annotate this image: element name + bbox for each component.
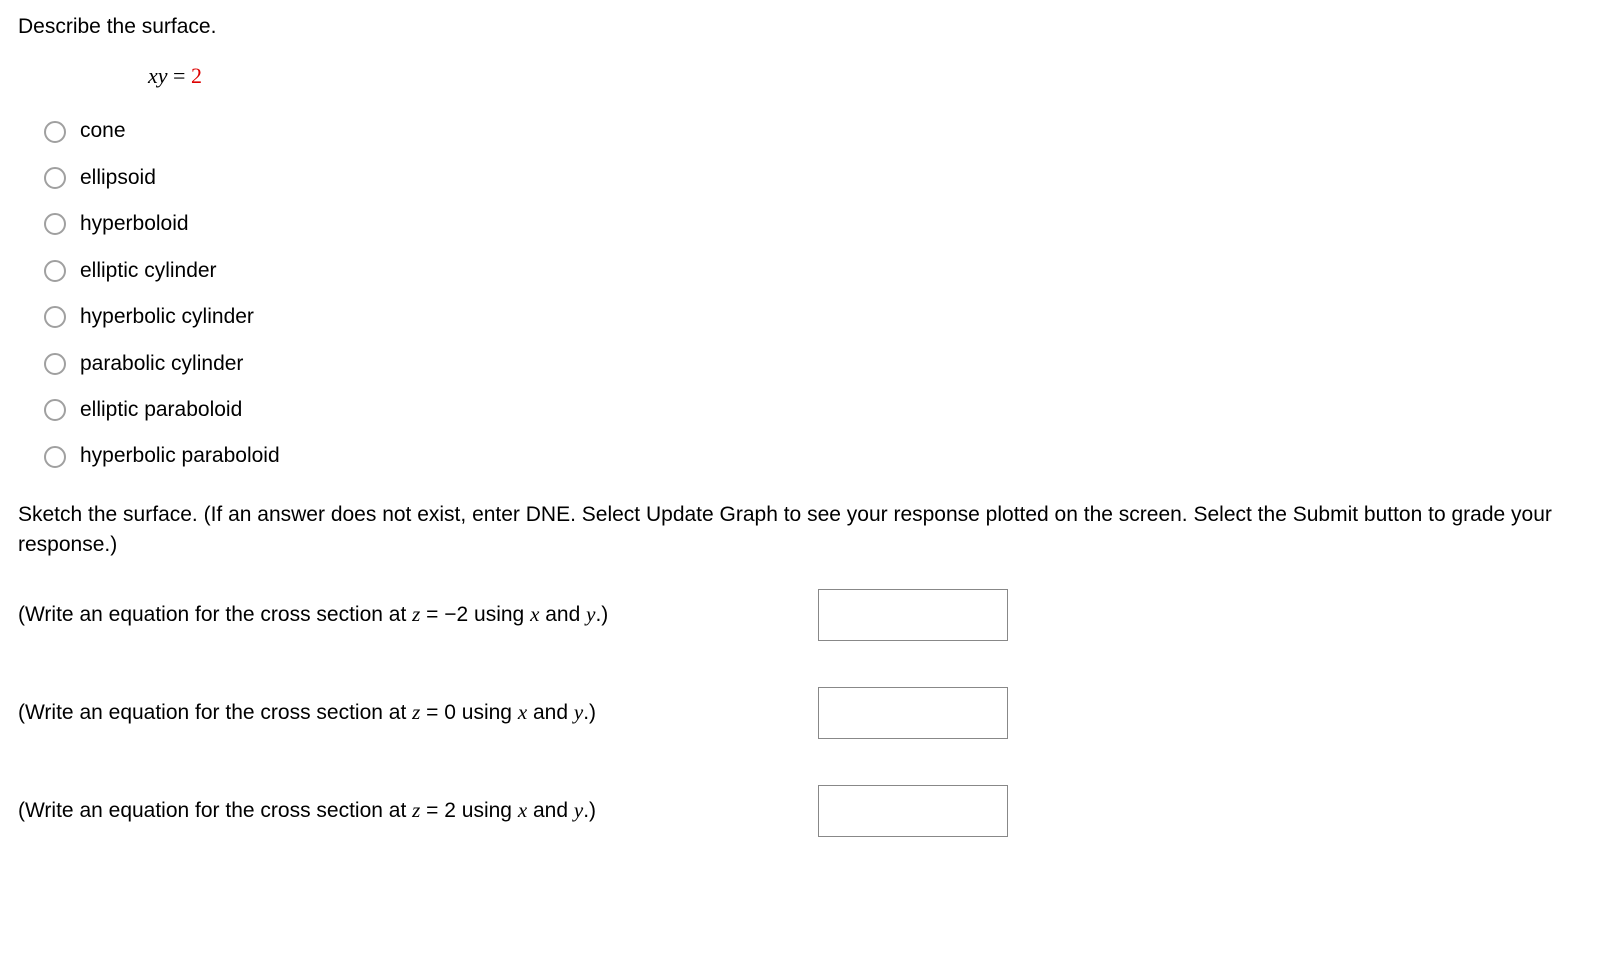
text: and	[527, 799, 574, 822]
text: (Write an equation for the cross section…	[18, 799, 412, 822]
text: = 0 using	[420, 701, 517, 724]
cross-section-prompt: (Write an equation for the cross section…	[18, 697, 818, 728]
radio-icon[interactable]	[44, 399, 66, 421]
option-label: elliptic paraboloid	[80, 395, 242, 425]
cross-section-input-2[interactable]	[818, 687, 1008, 739]
option-row[interactable]: ellipsoid	[44, 163, 1596, 193]
text: .)	[583, 799, 596, 822]
text: = 2 using	[420, 799, 517, 822]
option-row[interactable]: elliptic paraboloid	[44, 395, 1596, 425]
equation-constant: 2	[191, 63, 202, 88]
option-row[interactable]: parabolic cylinder	[44, 349, 1596, 379]
question-prompt: Describe the surface.	[18, 12, 1596, 42]
surface-options: cone ellipsoid hyperboloid elliptic cyli…	[44, 116, 1596, 472]
radio-icon[interactable]	[44, 306, 66, 328]
option-row[interactable]: hyperbolic paraboloid	[44, 441, 1596, 471]
radio-icon[interactable]	[44, 260, 66, 282]
option-label: hyperboloid	[80, 209, 189, 239]
option-label: ellipsoid	[80, 163, 156, 193]
radio-icon[interactable]	[44, 121, 66, 143]
option-label: hyperbolic paraboloid	[80, 441, 280, 471]
cross-section-row: (Write an equation for the cross section…	[18, 589, 1596, 641]
equation-op: =	[168, 63, 191, 88]
cross-section-row: (Write an equation for the cross section…	[18, 785, 1596, 837]
option-row[interactable]: hyperboloid	[44, 209, 1596, 239]
cross-section-input-1[interactable]	[818, 589, 1008, 641]
sketch-instructions: Sketch the surface. (If an answer does n…	[18, 500, 1578, 561]
option-label: parabolic cylinder	[80, 349, 243, 379]
cross-section-prompt: (Write an equation for the cross section…	[18, 795, 818, 826]
radio-icon[interactable]	[44, 353, 66, 375]
option-label: elliptic cylinder	[80, 256, 217, 286]
text: .)	[583, 701, 596, 724]
text: and	[527, 701, 574, 724]
text: (Write an equation for the cross section…	[18, 701, 412, 724]
option-label: cone	[80, 116, 126, 146]
option-row[interactable]: hyperbolic cylinder	[44, 302, 1596, 332]
text: .)	[595, 603, 608, 626]
text: = −2 using	[420, 603, 530, 626]
var-x: x	[518, 798, 527, 822]
text: (Write an equation for the cross section…	[18, 603, 412, 626]
option-row[interactable]: cone	[44, 116, 1596, 146]
var-x: x	[518, 700, 527, 724]
cross-section-input-3[interactable]	[818, 785, 1008, 837]
equation: xy = 2	[18, 60, 1596, 92]
equation-lhs: xy	[148, 63, 168, 88]
cross-section-row: (Write an equation for the cross section…	[18, 687, 1596, 739]
var-y: y	[574, 798, 583, 822]
radio-icon[interactable]	[44, 213, 66, 235]
cross-section-prompt: (Write an equation for the cross section…	[18, 599, 818, 630]
text: and	[539, 603, 586, 626]
var-x: x	[530, 602, 539, 626]
radio-icon[interactable]	[44, 446, 66, 468]
option-label: hyperbolic cylinder	[80, 302, 254, 332]
radio-icon[interactable]	[44, 167, 66, 189]
var-y: y	[574, 700, 583, 724]
option-row[interactable]: elliptic cylinder	[44, 256, 1596, 286]
